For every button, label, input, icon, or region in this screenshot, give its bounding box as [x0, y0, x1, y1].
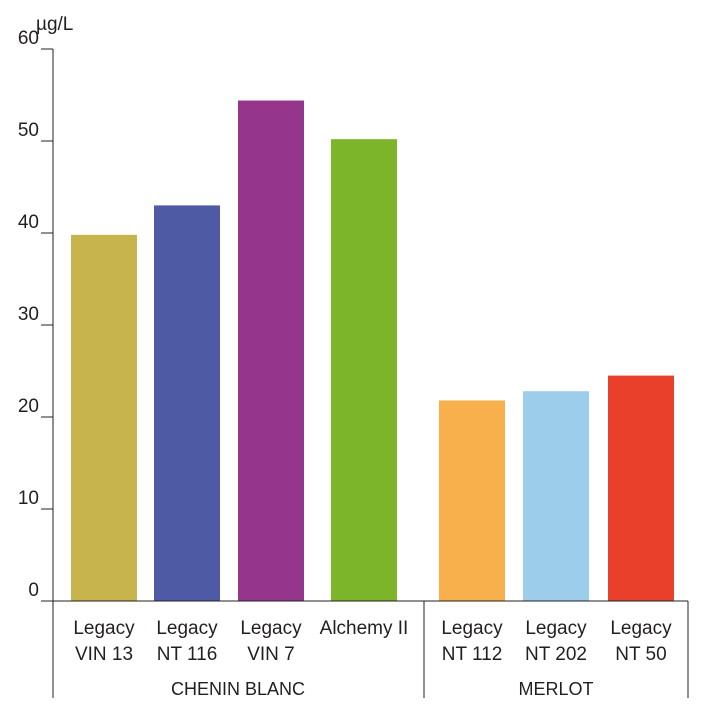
- category-label: Legacy: [156, 618, 218, 639]
- category-label: Legacy: [73, 618, 135, 639]
- y-tick-label: 60: [18, 28, 39, 49]
- bar: [71, 234, 137, 601]
- bar: [608, 375, 674, 601]
- category-label: NT 202: [525, 644, 587, 665]
- y-tick-label: 50: [18, 120, 39, 141]
- category-label: VIN 7: [247, 644, 295, 665]
- bars: [71, 100, 674, 602]
- y-axis-ticks: 0 10 20 30 40 50 60: [18, 28, 53, 602]
- y-tick-label: 20: [18, 396, 39, 417]
- bar: [523, 391, 589, 601]
- category-label: Alchemy II: [320, 618, 409, 639]
- axes: [52, 49, 689, 698]
- category-label: NT 116: [157, 644, 218, 665]
- category-label: Legacy: [610, 618, 672, 639]
- bar: [238, 100, 304, 602]
- y-tick-label: 10: [18, 488, 39, 509]
- bar: [154, 205, 220, 601]
- group-label: CHENIN BLANC: [171, 679, 305, 699]
- bar: [439, 400, 505, 601]
- category-label: Legacy: [525, 618, 587, 639]
- category-label: Legacy: [441, 618, 503, 639]
- bar: [331, 139, 397, 601]
- y-axis-unit-label: µg/L: [36, 14, 73, 35]
- y-tick-label: 30: [18, 304, 39, 325]
- category-label: Legacy: [240, 618, 302, 639]
- category-labels: Legacy VIN 13 Legacy NT 116 Legacy VIN 7 Alche…: [73, 618, 672, 665]
- y-tick-label: 0: [28, 580, 39, 601]
- category-label: NT 50: [615, 644, 666, 665]
- category-label: NT 112: [442, 644, 503, 665]
- y-tick-label: 40: [18, 212, 39, 233]
- group-labels: CHENIN BLANC MERLOT: [171, 679, 594, 699]
- category-label: VIN 13: [75, 644, 133, 665]
- group-label: MERLOT: [518, 679, 593, 699]
